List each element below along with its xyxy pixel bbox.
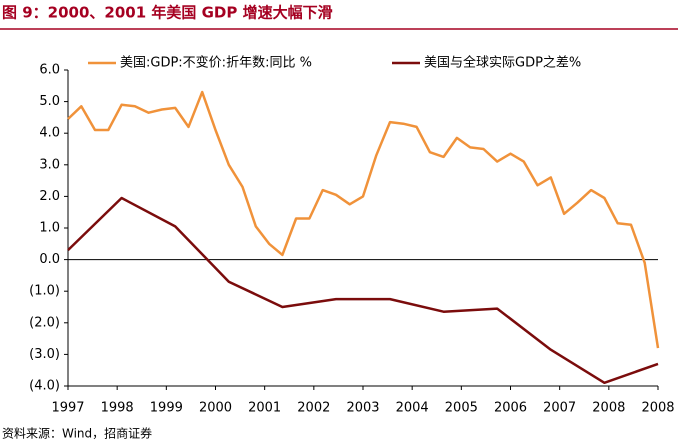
y-tick-label: 5.0 xyxy=(39,94,60,109)
y-tick-label: (1.0) xyxy=(29,284,60,299)
x-tick-label: 2008 xyxy=(592,401,625,416)
x-tick-label: 2000 xyxy=(199,401,232,416)
x-tick-label: 2003 xyxy=(346,401,379,416)
x-tick-label: 2005 xyxy=(445,401,478,416)
y-tick-label: 1.0 xyxy=(39,221,60,236)
x-tick-label: 2004 xyxy=(396,401,429,416)
x-tick-label: 2006 xyxy=(494,401,527,416)
y-tick-label: 4.0 xyxy=(39,126,60,141)
series-line xyxy=(67,90,660,349)
legend-label: 美国:GDP:不变价:折年数:同比 % xyxy=(120,55,312,71)
x-tick-label: 2008 xyxy=(641,401,674,416)
x-tick-label: 1997 xyxy=(51,401,84,416)
series-line xyxy=(67,196,659,385)
y-tick-label: (3.0) xyxy=(29,347,60,362)
y-tick-label: 0.0 xyxy=(39,252,60,267)
legend-label: 美国与全球实际GDP之差% xyxy=(424,55,581,71)
x-tick-label: 2007 xyxy=(543,401,576,416)
x-tick-label: 2001 xyxy=(248,401,281,416)
source: 资料来源：Wind，招商证券 xyxy=(2,426,152,441)
y-tick-label: 3.0 xyxy=(39,157,60,172)
x-tick-label: 1998 xyxy=(101,401,134,416)
y-tick-label: (2.0) xyxy=(29,315,60,330)
x-tick-label: 1999 xyxy=(150,401,183,416)
y-tick-label: (4.0) xyxy=(29,379,60,394)
chart-title: 图 9：2000、2001 年美国 GDP 增速大幅下滑 xyxy=(2,4,333,22)
x-tick-label: 2002 xyxy=(297,401,330,416)
y-tick-label: 6.0 xyxy=(39,63,60,78)
y-tick-label: 2.0 xyxy=(39,189,60,204)
